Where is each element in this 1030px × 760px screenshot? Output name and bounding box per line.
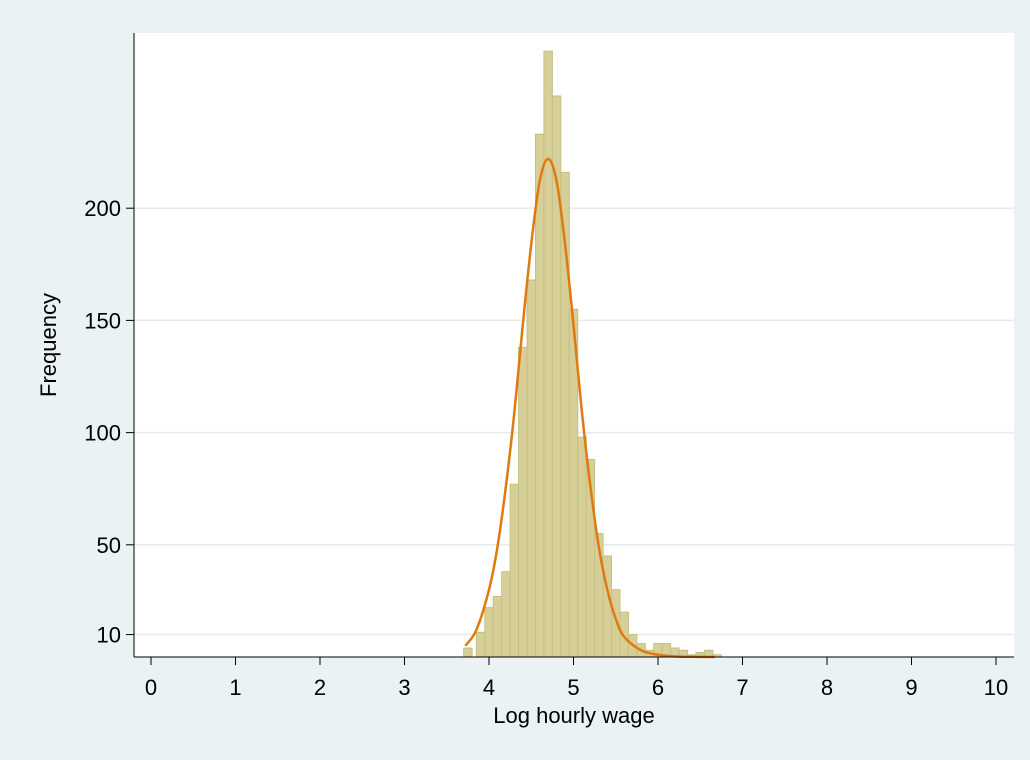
y-axis-label: Frequency — [36, 293, 61, 397]
x-tick-label: 5 — [567, 675, 579, 700]
x-tick-label: 9 — [905, 675, 917, 700]
x-tick-label: 1 — [229, 675, 241, 700]
x-tick-label: 10 — [984, 675, 1008, 700]
histogram-bar — [501, 571, 511, 658]
histogram-bar — [577, 436, 587, 658]
y-tick-label: 150 — [84, 308, 121, 333]
histogram-bar — [611, 589, 621, 658]
y-tick-label: 50 — [97, 533, 121, 558]
x-tick-label: 7 — [736, 675, 748, 700]
histogram-bar — [526, 279, 536, 658]
x-axis-ticks: 0 1 2 3 4 5 6 7 8 9 10 — [145, 657, 1008, 700]
x-axis-label: Log hourly wage — [493, 703, 654, 728]
histogram-bar — [543, 50, 553, 658]
x-tick-label: 6 — [652, 675, 664, 700]
y-tick-label: 10 — [97, 623, 121, 648]
y-tick-label: 200 — [84, 196, 121, 221]
x-tick-label: 2 — [314, 675, 326, 700]
x-tick-label: 8 — [821, 675, 833, 700]
histogram-bar — [534, 133, 545, 658]
histogram-bar — [463, 647, 473, 658]
x-tick-label: 4 — [483, 675, 495, 700]
y-tick-label: 100 — [84, 421, 121, 446]
histogram-bar — [518, 346, 528, 658]
x-tick-label: 3 — [398, 675, 410, 700]
histogram-bar — [509, 483, 520, 658]
histogram-bar — [475, 631, 486, 658]
histogram-bar — [484, 607, 494, 658]
x-tick-label: 0 — [145, 675, 157, 700]
y-axis-ticks: 10 50 100 150 200 — [84, 196, 134, 648]
histogram-bar — [492, 595, 503, 658]
normal-density-curve — [464, 157, 715, 659]
